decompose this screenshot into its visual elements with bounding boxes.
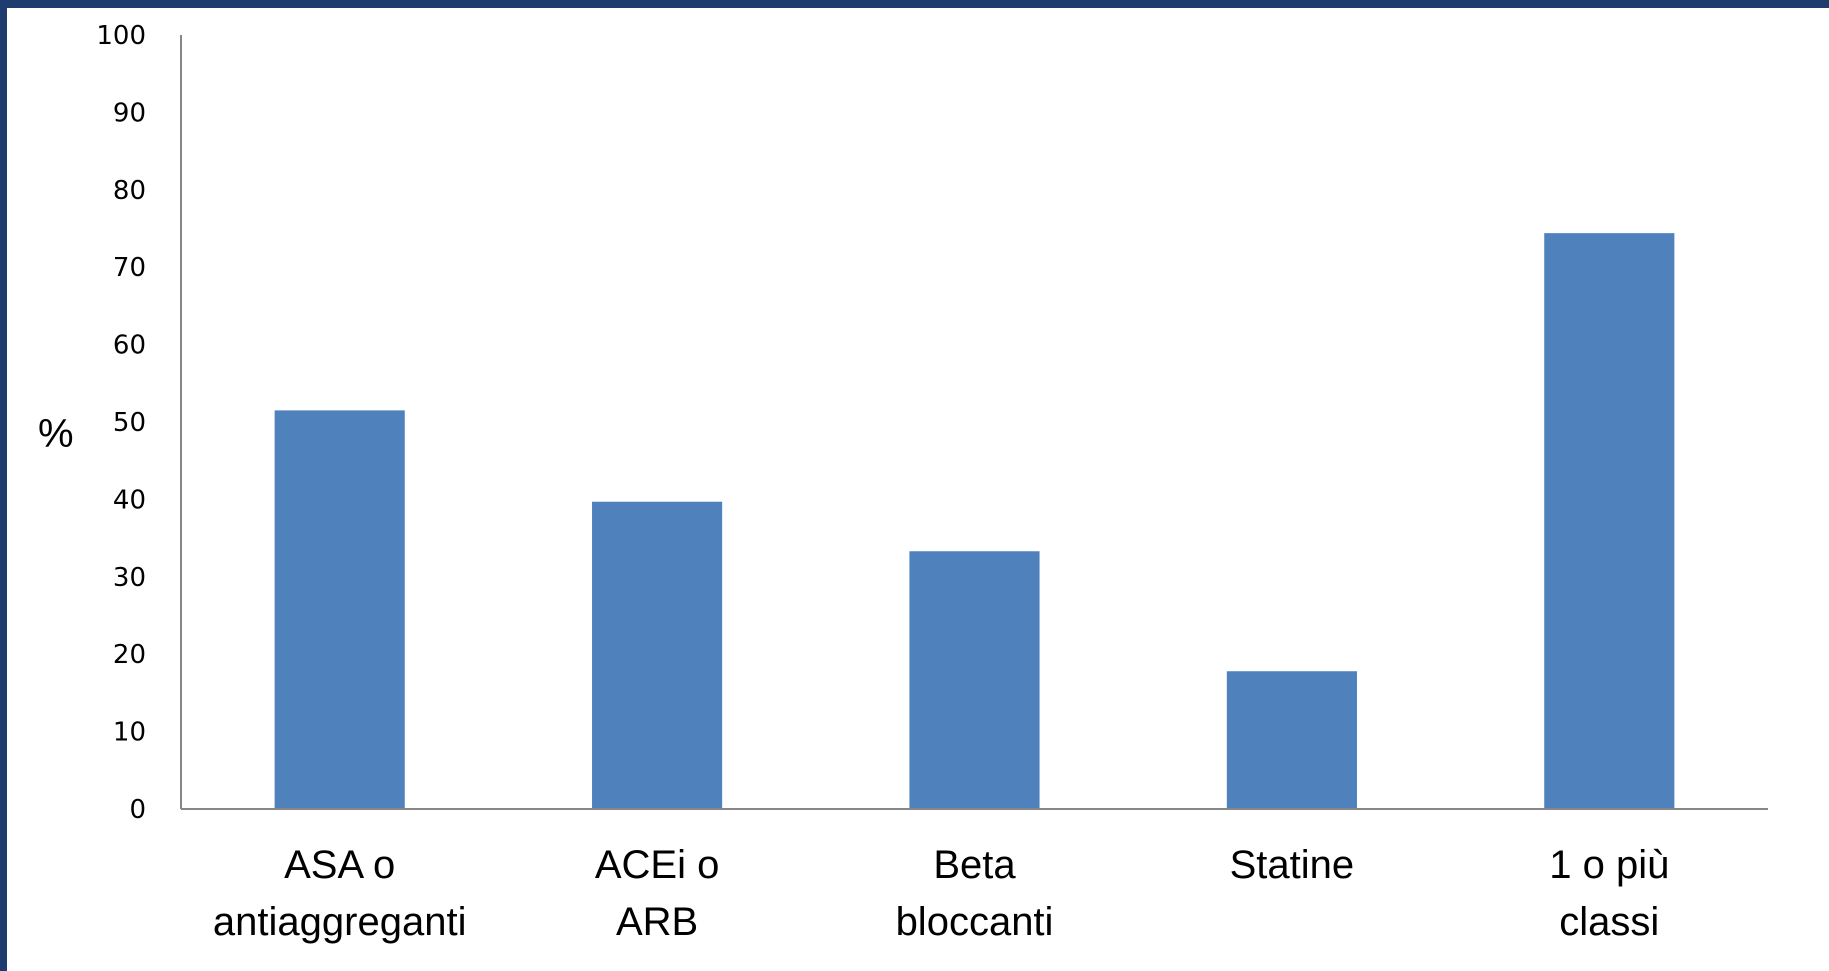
y-tick-label: 30 xyxy=(113,563,146,593)
x-category-label-line: Beta xyxy=(933,843,1016,887)
y-tick-label: 70 xyxy=(113,253,146,283)
bars xyxy=(274,233,1675,810)
y-tick-label: 40 xyxy=(113,485,146,515)
y-tick-label: 80 xyxy=(113,176,146,206)
x-category-label: 1 o più classi xyxy=(1549,843,1669,944)
x-category-label-line: classi xyxy=(1559,900,1659,944)
y-tick-label: 0 xyxy=(129,795,146,825)
x-category-label: ACEi o ARB xyxy=(595,843,720,944)
x-category-label: Statine xyxy=(1230,843,1355,887)
y-axis-title: % xyxy=(38,412,74,456)
y-tick-label: 20 xyxy=(113,640,146,670)
x-category-label-line: antiaggreganti xyxy=(213,900,467,944)
y-tick-label: 10 xyxy=(113,718,146,748)
bar xyxy=(909,551,1040,809)
x-category-label-line: 1 o più xyxy=(1549,843,1669,887)
y-tick-label: 100 xyxy=(96,21,146,51)
y-tick-label: 60 xyxy=(113,331,146,361)
bar xyxy=(1544,233,1675,810)
y-axis-ticks: 0 10 20 30 40 50 60 70 80 90 100 xyxy=(96,21,146,825)
x-category-label-line: ACEi o xyxy=(595,843,720,887)
bar xyxy=(1226,671,1357,809)
x-category-label: ASA o antiaggreganti xyxy=(213,843,467,944)
x-category-label: Beta bloccanti xyxy=(896,843,1054,944)
y-tick-label: 50 xyxy=(113,408,146,438)
x-category-label-line: Statine xyxy=(1230,843,1355,887)
x-category-label-line: bloccanti xyxy=(896,900,1054,944)
bar xyxy=(592,501,723,809)
x-axis-labels: ASA o antiaggreganti ACEi o ARB Beta bloccant… xyxy=(213,843,1669,944)
y-tick-label: 90 xyxy=(113,98,146,128)
x-category-label-line: ARB xyxy=(616,900,698,944)
bar xyxy=(274,410,405,809)
x-category-label-line: ASA o xyxy=(284,843,395,887)
